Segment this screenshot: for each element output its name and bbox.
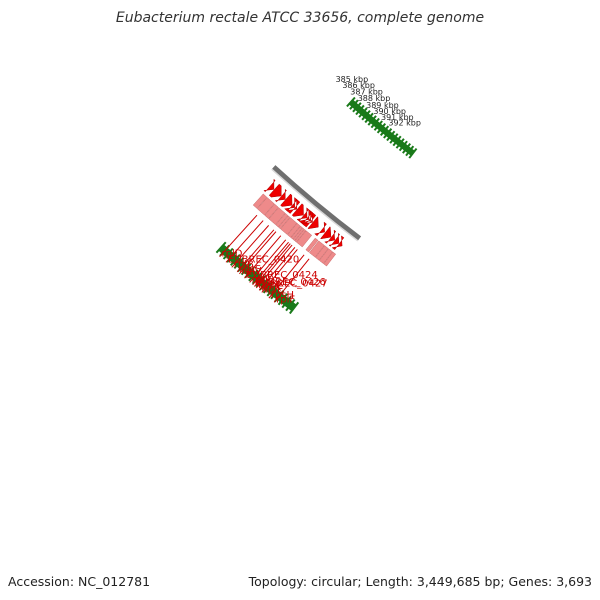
gene-segment — [294, 228, 307, 243]
topology-text: Topology: circular; Length: 3,449,685 bp… — [248, 574, 592, 589]
label-leader-line — [244, 235, 282, 279]
scale-tick-label: 391 kbp — [381, 113, 414, 122]
cds-arrow — [284, 196, 298, 212]
gene-label-eubrec_0427: EUBREC_0427 — [256, 278, 327, 289]
label-leader-line — [219, 214, 258, 257]
gene-segment — [252, 193, 268, 209]
gene-label-rpld: rplD — [222, 249, 243, 260]
gene-segment — [296, 230, 313, 248]
feature-tracks — [252, 178, 345, 267]
label-leader-line — [249, 239, 287, 283]
gene-segment — [292, 227, 305, 241]
label-leader-line — [236, 229, 275, 273]
backbone-highlight — [271, 168, 359, 242]
scale-tick-label: 390 kbp — [373, 107, 406, 116]
scale-tick-label: 389 kbp — [366, 101, 399, 110]
cds-arrow — [320, 226, 332, 240]
gene-label-rpss: rpsS — [239, 264, 261, 275]
gene-segment — [290, 225, 303, 240]
scale-tick-label: 387 kbp — [350, 88, 383, 97]
gene-labels: rplDEUBREC_0420rplBrpsSrplVEUBREC_0424rp… — [219, 214, 328, 305]
cds-arrow — [324, 229, 337, 244]
gc-content-track — [215, 96, 418, 315]
gene-segment — [280, 217, 298, 235]
cds-arrow — [263, 178, 276, 193]
gene-label-rple: rplE — [264, 284, 284, 295]
gene-segment — [268, 207, 286, 225]
gene-label-eubrec_0424: EUBREC_0424 — [247, 270, 318, 281]
cds-arrow — [331, 235, 345, 250]
map-title: Eubacterium rectale ATCC 33656, complete… — [115, 10, 485, 26]
gene-label-rpln: rplN — [258, 280, 279, 291]
cds-arrow — [328, 232, 341, 247]
label-leader-line — [268, 254, 305, 299]
label-leader-line — [231, 225, 270, 268]
label-leader-line — [258, 247, 296, 291]
cds-arrow — [286, 198, 301, 214]
cds-arrow — [268, 183, 282, 198]
cds-arrow — [307, 216, 319, 229]
label-leader-line — [254, 243, 291, 287]
gene-label-rplx: rplX — [261, 282, 281, 293]
gene-segment — [264, 203, 279, 219]
label-leader-line — [239, 231, 277, 275]
gene-segment — [278, 215, 291, 230]
gene-segment — [323, 251, 337, 267]
scale-tick-label: 388 kbp — [358, 94, 391, 103]
gene-segment — [275, 213, 289, 228]
gc-dash — [289, 301, 300, 315]
gene-segment — [309, 240, 325, 258]
gene-segment — [305, 237, 319, 253]
gene-label-rplv: rplV — [241, 266, 261, 277]
cds-arrow — [280, 193, 293, 207]
cds-arrow — [291, 203, 304, 217]
gene-label-eubrec_0420: EUBREC_0420 — [228, 254, 299, 265]
accession-text: Accession: NC_012781 — [8, 574, 151, 589]
scale-tick-label: 392 kbp — [388, 119, 421, 128]
cds-arrow — [274, 188, 287, 203]
cds-arrow — [301, 211, 317, 228]
label-leader-line — [225, 220, 264, 263]
cds-arrow — [314, 221, 327, 237]
genome-backbone — [271, 165, 362, 242]
scale-tick-label: 385 kbp — [336, 75, 369, 84]
gene-segment — [319, 248, 333, 264]
label-leader-line — [252, 241, 289, 286]
gene-label-rpsh: rpsH — [271, 290, 294, 301]
gene-segment — [287, 222, 301, 238]
gene-label-rplp: rplP — [252, 274, 271, 285]
backbone-line — [272, 165, 362, 241]
gene-segment — [315, 245, 329, 261]
gc-dash — [408, 147, 418, 159]
scale-tick-label: 386 kbp — [342, 81, 375, 90]
cds-arrow — [296, 207, 310, 222]
gene-label-rplf: rplF — [276, 294, 295, 305]
label-leader-line — [261, 249, 298, 293]
label-leader-line — [255, 244, 293, 289]
gene-segment — [256, 197, 275, 216]
label-leader-line — [273, 258, 310, 303]
